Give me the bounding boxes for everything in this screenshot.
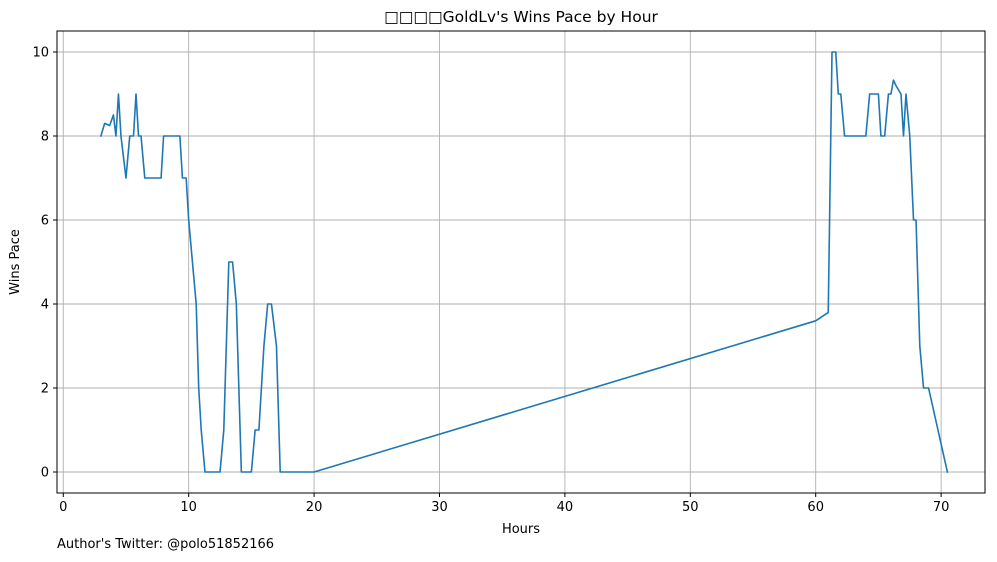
x-tick-label: 50 <box>682 500 699 515</box>
y-tick-label: 4 <box>41 298 49 313</box>
y-tick-label: 8 <box>41 130 49 145</box>
y-tick-label: 2 <box>41 382 49 397</box>
plot-background <box>57 31 985 493</box>
x-tick-label: 10 <box>180 500 197 515</box>
x-tick-label: 20 <box>306 500 323 515</box>
y-axis-label: Wins Pace <box>8 229 23 295</box>
wins-pace-line <box>99 51 949 473</box>
plot-frame <box>56 30 986 494</box>
y-tick-label: 0 <box>41 466 49 481</box>
x-tick-label: 70 <box>933 500 950 515</box>
x-tick-label: 60 <box>807 500 824 515</box>
chart-title: □□□□GoldLv's Wins Pace by Hour <box>384 8 658 26</box>
y-tick-label: 10 <box>32 46 49 61</box>
author-credit: Author's Twitter: @polo51852166 <box>57 537 275 552</box>
y-tick-label: 6 <box>41 214 49 229</box>
x-tick-label: 30 <box>431 500 448 515</box>
x-axis: 0 10 20 30 40 50 60 70 <box>59 493 949 515</box>
series-line-layer <box>99 51 949 473</box>
x-tick-label: 40 <box>557 500 574 515</box>
x-axis-label: Hours <box>502 522 540 537</box>
x-tick-label: 0 <box>59 500 67 515</box>
y-axis: 0 2 4 6 8 10 <box>32 46 57 481</box>
